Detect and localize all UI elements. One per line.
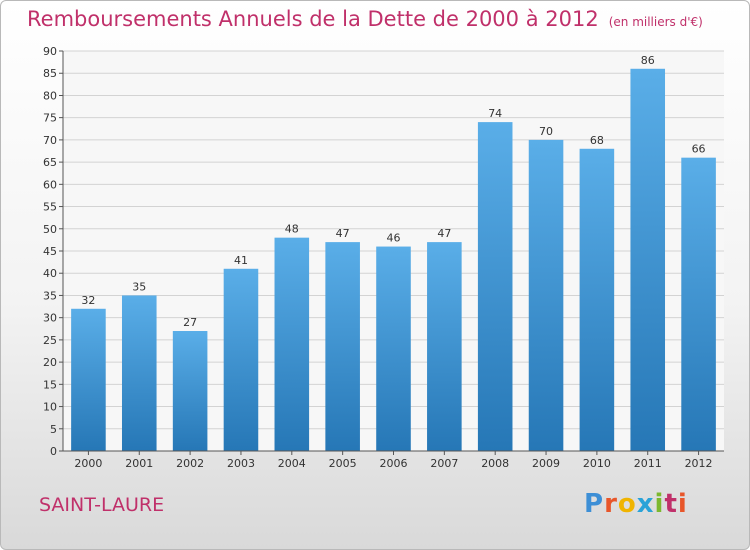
data-label: 41 <box>234 254 248 267</box>
data-label: 48 <box>285 223 299 236</box>
proxiti-logo[interactable]: Proxiti <box>584 489 688 519</box>
chart-title: Remboursements Annuels de la Dette de 20… <box>27 7 703 31</box>
logo-letter: P <box>584 489 605 519</box>
y-tick-label: 10 <box>43 401 57 414</box>
y-tick-label: 35 <box>43 289 57 302</box>
x-tick-label: 2012 <box>685 457 713 470</box>
y-tick-label: 5 <box>50 423 57 436</box>
logo-letter: x <box>636 489 655 519</box>
logo-letter: r <box>604 489 618 519</box>
y-tick-label: 90 <box>43 45 57 58</box>
x-tick-label: 2010 <box>583 457 611 470</box>
x-tick-label: 2000 <box>74 457 102 470</box>
bar-2012 <box>681 157 716 451</box>
y-tick-label: 15 <box>43 378 57 391</box>
y-tick-label: 40 <box>43 267 57 280</box>
chart-title-text: Remboursements Annuels de la Dette de 20… <box>27 7 599 31</box>
x-tick-label: 2002 <box>176 457 204 470</box>
data-label: 74 <box>488 107 502 120</box>
bar-2000 <box>71 308 106 451</box>
bar-2001 <box>121 295 157 451</box>
x-tick-label: 2008 <box>481 457 509 470</box>
logo-letter: i <box>654 489 665 519</box>
y-tick-label: 55 <box>43 201 57 214</box>
bar-2008 <box>477 122 513 451</box>
y-tick-label: 75 <box>43 112 57 125</box>
bar-2002 <box>172 331 208 451</box>
x-tick-label: 2011 <box>634 457 662 470</box>
bar-2004 <box>274 237 310 451</box>
x-tick-label: 2007 <box>430 457 458 470</box>
bar-2005 <box>325 242 360 451</box>
data-label: 86 <box>641 54 655 67</box>
data-label: 47 <box>437 227 451 240</box>
commune-name: SAINT-LAURE <box>39 494 165 516</box>
data-label: 68 <box>590 134 604 147</box>
x-tick-label: 2003 <box>227 457 255 470</box>
y-tick-label: 0 <box>50 445 57 458</box>
bar-2006 <box>376 246 411 451</box>
logo-letter: t <box>664 489 678 519</box>
data-label: 70 <box>539 125 553 138</box>
logo-letter: i <box>677 489 688 519</box>
x-tick-label: 2004 <box>278 457 306 470</box>
data-label: 35 <box>132 280 146 293</box>
data-label: 47 <box>336 227 350 240</box>
x-tick-label: 2006 <box>380 457 408 470</box>
x-tick-label: 2005 <box>329 457 357 470</box>
y-tick-label: 80 <box>43 89 57 102</box>
y-tick-label: 45 <box>43 245 57 258</box>
y-tick-label: 85 <box>43 67 57 80</box>
data-label: 32 <box>81 294 95 307</box>
x-axis-ticks: 2000 2001 2002 2003 2004 2005 2006 2007 2008 2009… <box>74 451 713 470</box>
chart-subtitle: (en milliers d'€) <box>608 15 703 29</box>
bar-2011 <box>630 68 666 452</box>
y-tick-label: 50 <box>43 223 57 236</box>
y-tick-label: 60 <box>43 178 57 191</box>
bar-2010 <box>579 148 615 451</box>
y-tick-label: 20 <box>43 356 57 369</box>
y-tick-label: 30 <box>43 312 57 325</box>
y-axis-ticks: 0 5 10 15 20 25 30 35 40 45 50 55 60 65 70 75 80 85 90 <box>43 45 63 458</box>
logo-letter: o <box>617 489 637 519</box>
bar-2009 <box>528 139 564 451</box>
y-tick-label: 65 <box>43 156 57 169</box>
data-label: 66 <box>692 143 706 156</box>
bar-2007 <box>427 242 462 451</box>
x-tick-label: 2001 <box>125 457 153 470</box>
y-tick-label: 70 <box>43 134 57 147</box>
x-tick-label: 2009 <box>532 457 560 470</box>
data-label: 46 <box>387 232 401 245</box>
y-tick-label: 25 <box>43 334 57 347</box>
bar-2003 <box>223 268 259 451</box>
data-label: 27 <box>183 316 197 329</box>
bars: 32 35 27 41 48 47 46 47 74 70 68 86 66 <box>71 54 716 452</box>
